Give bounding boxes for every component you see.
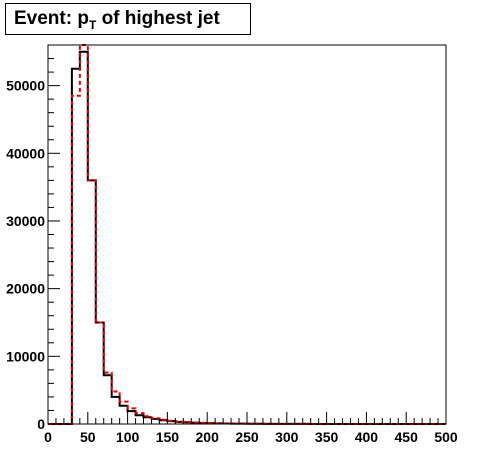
y-tick-label: 20000 (6, 281, 45, 297)
y-tick-label: 10000 (6, 348, 45, 364)
x-tick-label: 350 (315, 429, 339, 445)
x-tick-label: 0 (44, 429, 52, 445)
x-tick-label: 50 (80, 429, 96, 445)
series-layer (48, 44, 446, 425)
x-tick-label: 150 (156, 429, 180, 445)
chart-title-box: Event: pT of highest jet (5, 3, 251, 35)
plot-frame (47, 44, 447, 425)
y-tick-label: 50000 (6, 78, 45, 94)
x-tick-label: 400 (355, 429, 379, 445)
x-tick-label: 300 (275, 429, 299, 445)
axes-layer: 0 50 100 150 200 250 300 350 400 450 500 0 10000 2000… (6, 44, 458, 445)
y-tick-label: 40000 (6, 145, 45, 161)
series-line-dashed (48, 44, 446, 425)
chart-title-suffix: of highest jet (96, 8, 220, 29)
x-tick-label: 250 (235, 429, 259, 445)
chart-title-subscript: T (88, 17, 97, 32)
x-tick-label: 500 (434, 429, 458, 445)
series-line-solid (48, 50, 446, 425)
x-tick-label: 450 (395, 429, 419, 445)
x-tick-label: 200 (196, 429, 220, 445)
y-tick-label: 30000 (6, 213, 45, 229)
y-tick-label: 0 (37, 416, 45, 432)
x-tick-label: 100 (116, 429, 140, 445)
chart-title-prefix: Event: p (14, 8, 89, 29)
